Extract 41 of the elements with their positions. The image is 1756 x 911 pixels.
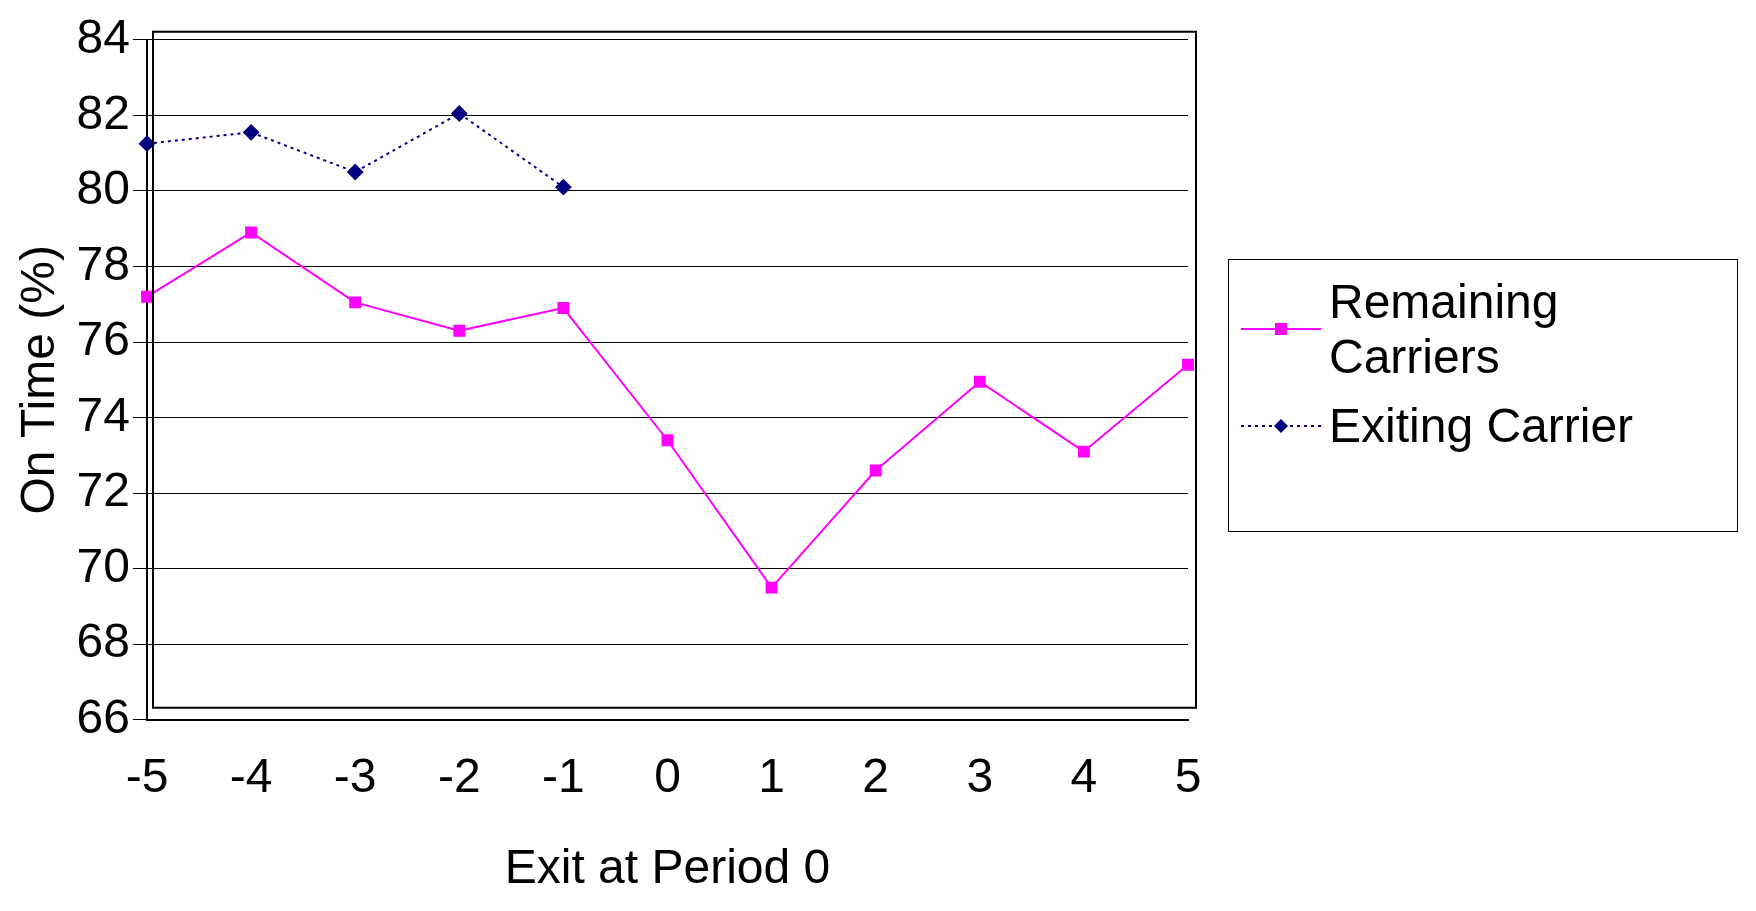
point <box>973 375 986 388</box>
x-tick-label: -1 <box>542 748 585 802</box>
point <box>1077 445 1090 458</box>
point <box>243 124 260 141</box>
point <box>138 135 155 152</box>
x-tick-label: 4 <box>1070 748 1098 802</box>
x-tick-label: -3 <box>333 748 377 802</box>
y-tick-label: 66 <box>76 690 130 744</box>
y-tick-label: 82 <box>76 85 130 139</box>
y-tick-label: 84 <box>76 10 130 64</box>
point <box>141 290 153 303</box>
x-tick-label: 2 <box>862 748 890 802</box>
x-tick-label: 1 <box>758 748 785 802</box>
y-tick-label: 78 <box>76 236 130 290</box>
point <box>869 464 882 477</box>
y-tick-label: 70 <box>76 538 130 592</box>
x-axis-title: Exit at Period 0 <box>504 840 831 894</box>
x-tick-label: 0 <box>654 748 681 802</box>
x-tick-label: -2 <box>437 748 481 802</box>
legend-label: Remaining Carriers <box>1329 274 1560 384</box>
point <box>555 179 572 196</box>
point <box>347 164 364 181</box>
y-tick-label: 74 <box>76 387 130 441</box>
x-tick-label: 5 <box>1174 748 1202 802</box>
point <box>661 434 674 447</box>
point <box>765 581 778 594</box>
y-tick-label: 72 <box>76 463 130 517</box>
point <box>245 226 258 239</box>
point <box>557 302 570 314</box>
legend-label: Exiting Carrier <box>1329 398 1634 453</box>
x-tick-label: -4 <box>229 748 273 802</box>
y-tick-label: 68 <box>76 614 130 668</box>
y-tick-label: 76 <box>76 312 130 366</box>
point <box>1182 358 1194 371</box>
point <box>451 105 468 122</box>
point <box>349 296 362 309</box>
x-tick-label: -5 <box>125 748 169 802</box>
x-tick-label: 3 <box>966 748 994 802</box>
point <box>453 324 466 337</box>
y-axis-title: On Time (%) <box>11 245 65 515</box>
y-tick-label: 80 <box>76 161 130 215</box>
